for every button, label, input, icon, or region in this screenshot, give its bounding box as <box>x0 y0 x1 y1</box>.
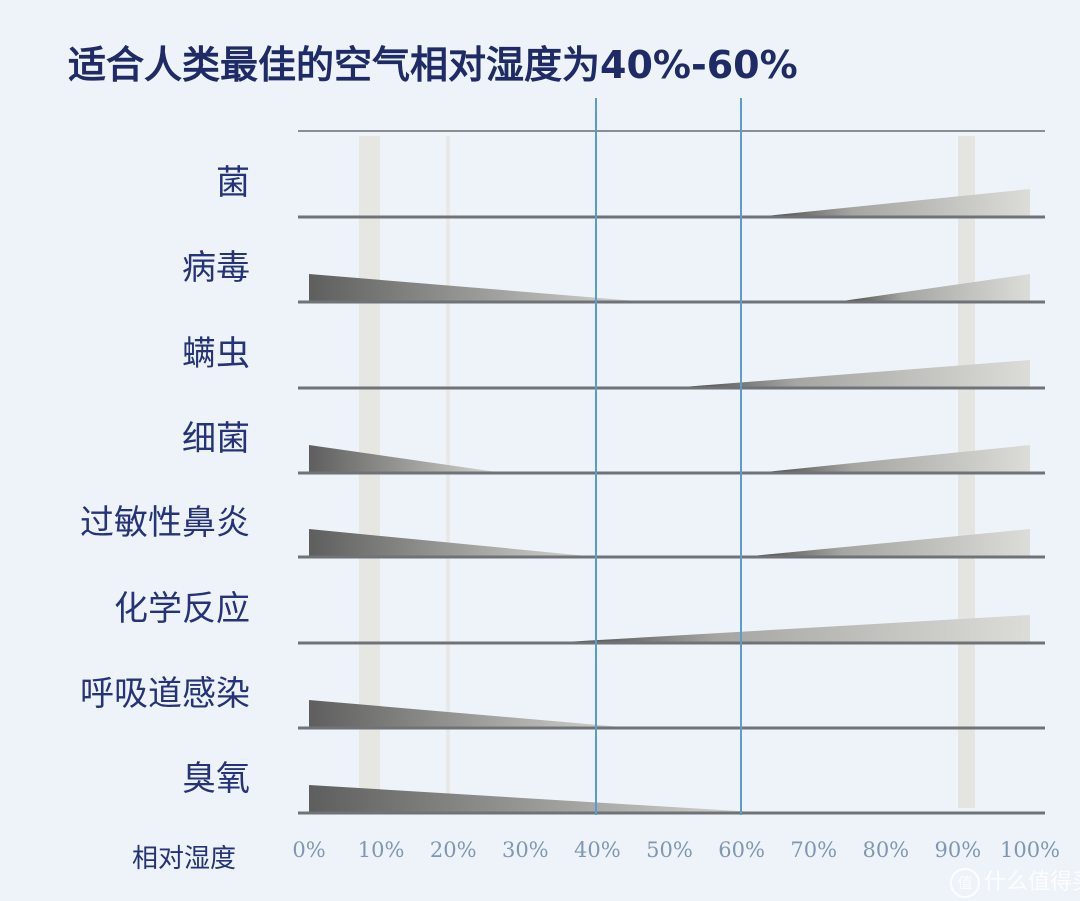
x-tick-label: 100% <box>999 838 1061 862</box>
x-tick-label: 20% <box>429 838 477 862</box>
optimal-range-lines <box>595 98 742 815</box>
wedge-1 <box>756 189 1030 217</box>
x-axis-title: 相对湿度 <box>132 844 237 874</box>
wedge-7 <box>309 700 634 728</box>
wedge-5 <box>741 529 1030 557</box>
x-tick-label: 90% <box>934 838 982 862</box>
wedge-2 <box>835 274 1030 302</box>
wedge-layer <box>309 189 1030 813</box>
watermark: 值什么值得买 <box>950 864 1080 898</box>
wedge-5 <box>309 529 598 557</box>
x-tick-label: 30% <box>501 838 549 862</box>
row-label: 细菌 <box>182 419 250 459</box>
x-tick-label: 50% <box>646 838 693 862</box>
row-label: 过敏性鼻炎 <box>80 503 250 543</box>
x-tick-label: 10% <box>357 838 405 862</box>
wedge-2 <box>309 274 648 302</box>
wedge-3 <box>669 360 1030 388</box>
wedge-4 <box>756 445 1030 473</box>
x-tick-label: 40% <box>574 838 621 862</box>
x-tick-label: 60% <box>718 838 765 862</box>
row-label: 病毒 <box>182 248 250 288</box>
watermark-text: 什么值得买 <box>984 870 1080 895</box>
row-label: 化学反应 <box>114 589 250 629</box>
x-tick-label: 80% <box>862 838 910 862</box>
row-baselines <box>298 130 1045 815</box>
chart-title: 适合人类最佳的空气相对湿度为40%-60% <box>68 43 798 87</box>
watermark-badge-icon: 值 <box>950 868 980 898</box>
row-label: 臭氧 <box>182 759 250 799</box>
wedge-4 <box>309 445 504 473</box>
row-label: 螨虫 <box>182 334 250 374</box>
wedge-8 <box>309 785 771 813</box>
x-tick-label: 0% <box>292 838 326 862</box>
x-tick-label: 70% <box>790 838 838 862</box>
wedge-6 <box>546 615 1030 643</box>
row-label: 菌 <box>216 163 250 203</box>
row-label: 呼吸道感染 <box>80 674 250 714</box>
